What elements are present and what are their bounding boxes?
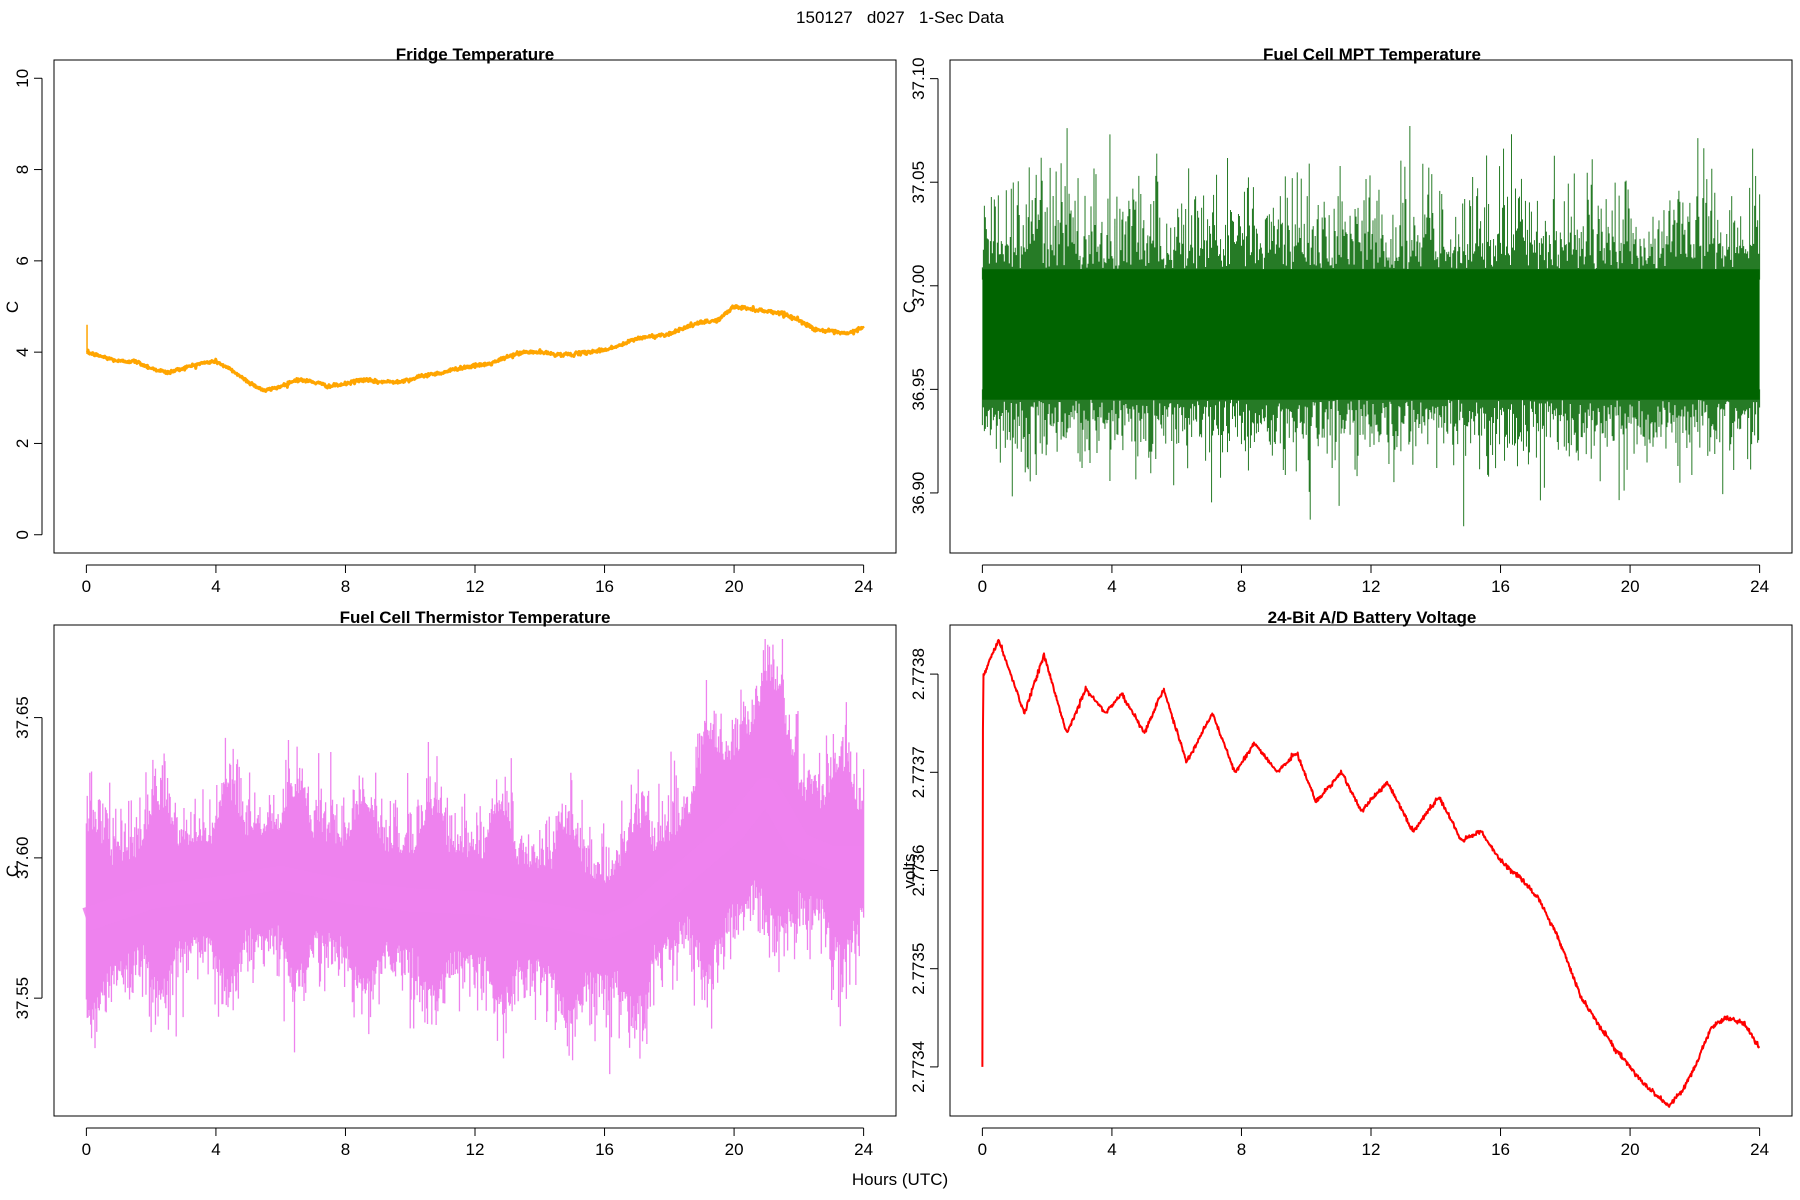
y-tick-label: 36.95 bbox=[909, 368, 928, 411]
y-tick-label: 37.10 bbox=[909, 57, 928, 100]
y-axis-label: C bbox=[900, 301, 919, 313]
panel-battery: 24-Bit A/D Battery Voltage volts 0 4 8 12 16… bbox=[900, 608, 1793, 1159]
panel-title: Fuel Cell MPT Temperature bbox=[1263, 45, 1481, 64]
y-tick-label: 10 bbox=[13, 69, 32, 88]
y-tick-label: 37.60 bbox=[13, 837, 32, 880]
x-tick-label: 24 bbox=[1750, 1140, 1769, 1159]
panel-title: 24-Bit A/D Battery Voltage bbox=[1268, 608, 1477, 627]
y-tick-label: 36.90 bbox=[909, 472, 928, 515]
x-tick-label: 16 bbox=[1491, 577, 1510, 596]
x-tick-label: 0 bbox=[978, 1140, 987, 1159]
y-tick-label: 2.7735 bbox=[909, 943, 928, 995]
y-tick-label: 8 bbox=[13, 165, 32, 174]
x-tick-label: 16 bbox=[1491, 1140, 1510, 1159]
x-tick-label: 20 bbox=[1621, 577, 1640, 596]
x-tick-label: 0 bbox=[82, 1140, 91, 1159]
x-tick-label: 12 bbox=[466, 1140, 485, 1159]
y-tick-label: 37.55 bbox=[13, 977, 32, 1020]
x-tick-label: 24 bbox=[1750, 577, 1769, 596]
plot-frame bbox=[53, 59, 897, 554]
y-tick-label: 0 bbox=[13, 530, 32, 539]
y-tick-label: 37.05 bbox=[909, 161, 928, 204]
x-tick-label: 4 bbox=[211, 577, 220, 596]
y-tick-label: 2.7737 bbox=[909, 746, 928, 798]
x-tick-label: 4 bbox=[1107, 577, 1116, 596]
series-line bbox=[981, 638, 1761, 1108]
x-tick-label: 4 bbox=[1107, 1140, 1116, 1159]
y-tick-label: 37.00 bbox=[909, 265, 928, 308]
y-tick-label: 2.7738 bbox=[909, 648, 928, 700]
x-tick-label: 24 bbox=[854, 1140, 873, 1159]
panel-thermistor: Fuel Cell Thermistor Temperature C 0 4 8 12… bbox=[3, 608, 897, 1159]
x-tick-label: 20 bbox=[725, 1140, 744, 1159]
x-tick-label: 12 bbox=[1362, 577, 1381, 596]
x-tick-label: 16 bbox=[595, 1140, 614, 1159]
x-tick-label: 16 bbox=[595, 577, 614, 596]
x-tick-label: 12 bbox=[466, 577, 485, 596]
plot-frame bbox=[53, 624, 897, 1117]
x-tick-label: 24 bbox=[854, 577, 873, 596]
x-tick-label: 0 bbox=[82, 577, 91, 596]
panel-mpt: Fuel Cell MPT Temperature C 0 4 8 12 16 20 24 3… bbox=[900, 45, 1793, 596]
plot-frame bbox=[949, 59, 1793, 554]
panel-title: Fridge Temperature bbox=[396, 45, 554, 64]
x-tick-label: 8 bbox=[1237, 577, 1246, 596]
x-tick-label: 20 bbox=[1621, 1140, 1640, 1159]
shared-x-axis-label: Hours (UTC) bbox=[852, 1170, 948, 1189]
y-axis-label: C bbox=[3, 865, 22, 877]
x-tick-label: 0 bbox=[978, 577, 987, 596]
series-spikes bbox=[981, 126, 1761, 527]
y-tick-label: 2.7734 bbox=[909, 1041, 928, 1093]
x-tick-label: 8 bbox=[1237, 1140, 1246, 1159]
panel-title: Fuel Cell Thermistor Temperature bbox=[340, 608, 611, 627]
y-tick-label: 4 bbox=[13, 347, 32, 356]
x-tick-label: 20 bbox=[725, 577, 744, 596]
y-axis-label: volts bbox=[900, 854, 919, 889]
series-core bbox=[76, 777, 874, 941]
series-core-band bbox=[982, 269, 1760, 400]
y-tick-label: 6 bbox=[13, 256, 32, 265]
y-tick-label: 37.65 bbox=[13, 696, 32, 739]
page-title: 150127 d027 1-Sec Data bbox=[796, 8, 1004, 27]
plot-frame bbox=[949, 624, 1793, 1117]
x-tick-label: 4 bbox=[211, 1140, 220, 1159]
x-tick-label: 8 bbox=[341, 1140, 350, 1159]
y-tick-label: 2.7736 bbox=[909, 845, 928, 897]
y-axis-label: C bbox=[3, 301, 22, 313]
x-tick-label: 12 bbox=[1362, 1140, 1381, 1159]
series-line bbox=[85, 304, 865, 393]
y-tick-label: 2 bbox=[13, 439, 32, 448]
x-tick-label: 8 bbox=[341, 577, 350, 596]
